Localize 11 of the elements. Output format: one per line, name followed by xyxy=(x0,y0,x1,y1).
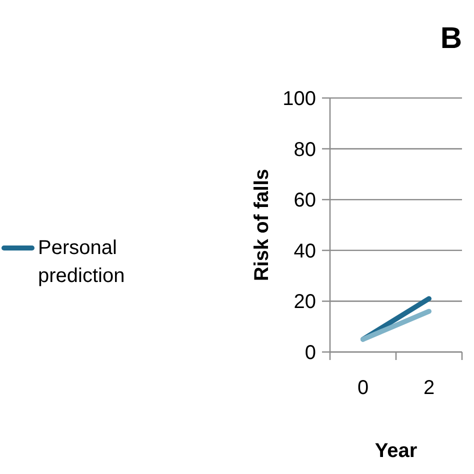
y-tick-label: 40 xyxy=(294,240,316,262)
x-axis-title: Year xyxy=(374,440,418,462)
x-tick-label: 2 xyxy=(423,377,435,399)
chart-title: B xyxy=(440,22,462,55)
y-tick-label: 0 xyxy=(304,342,316,364)
legend-label: Personal prediction xyxy=(38,236,126,289)
y-tick-label: 60 xyxy=(294,190,316,212)
y-axis-title: Risk of falls xyxy=(251,168,273,282)
y-tick-label: 80 xyxy=(294,138,316,161)
y-tick-label: 20 xyxy=(294,291,316,314)
y-tick-label: 100 xyxy=(282,88,316,110)
